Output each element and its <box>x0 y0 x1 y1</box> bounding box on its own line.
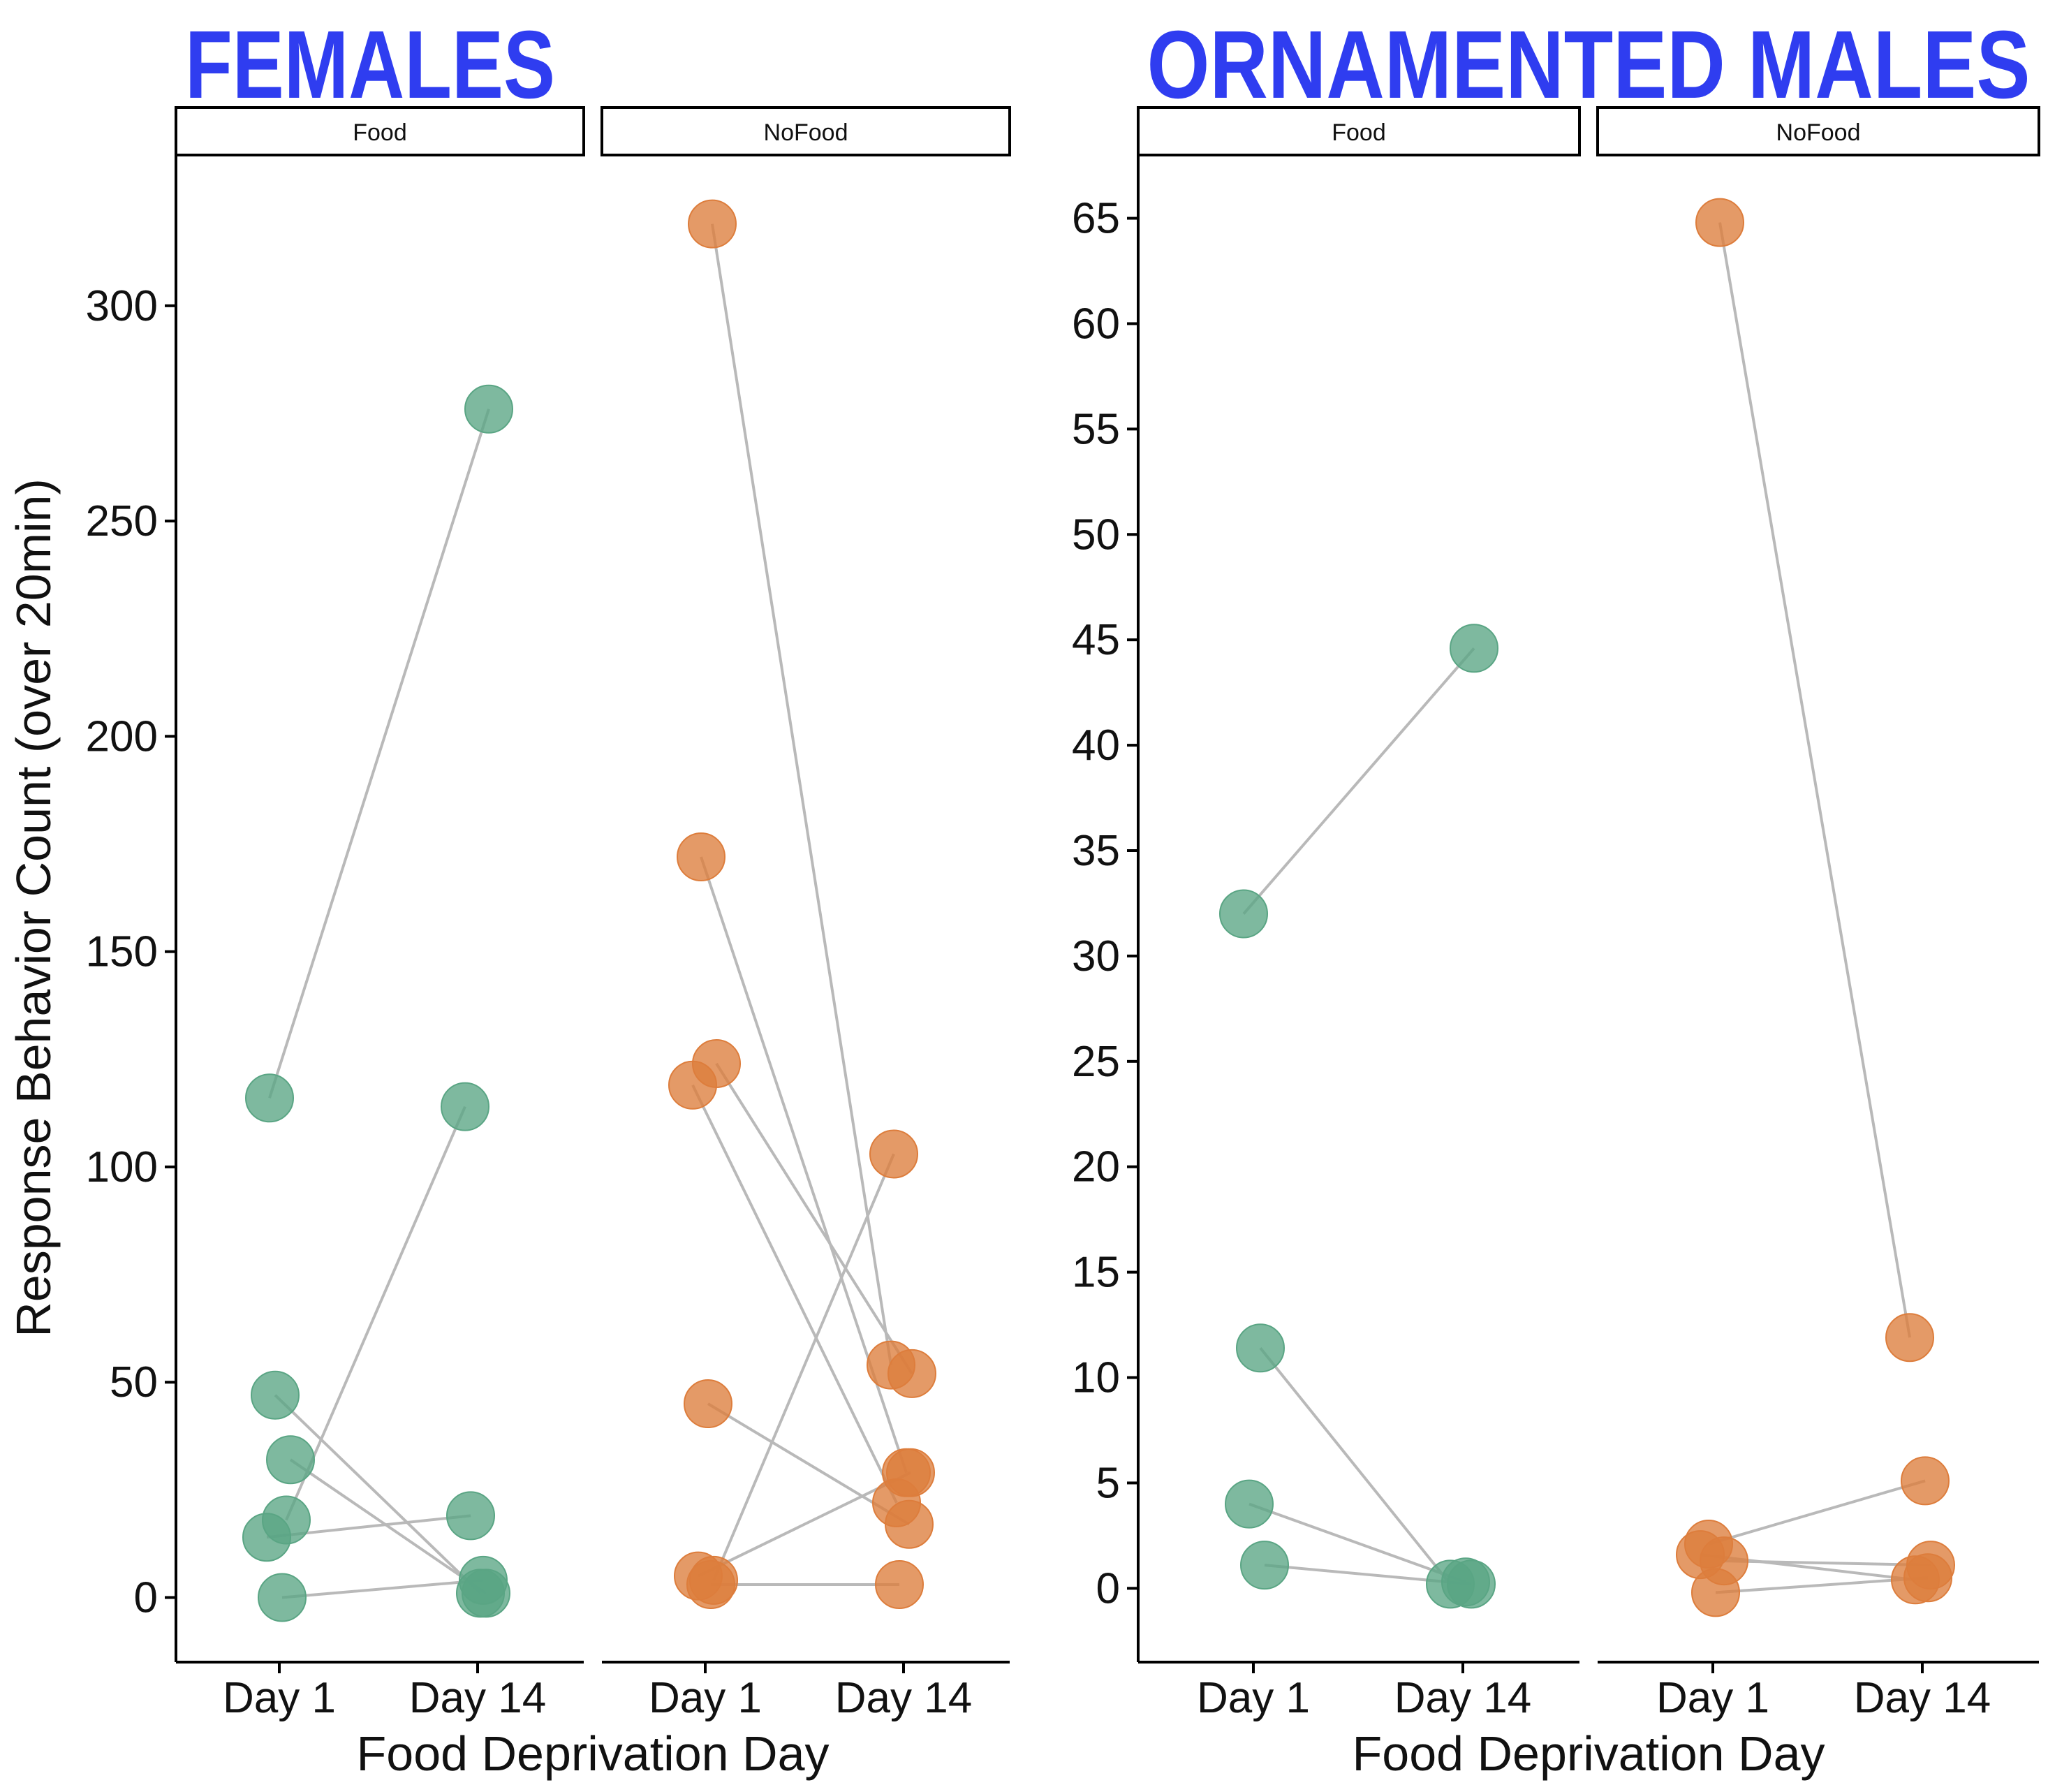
data-point <box>686 1560 735 1610</box>
y-tick-label: 60 <box>1072 300 1120 348</box>
y-tick-label: 45 <box>1072 616 1120 664</box>
y-tick-label: 50 <box>110 1358 158 1407</box>
data-point <box>869 1129 918 1179</box>
y-tick-label: 25 <box>1072 1038 1120 1086</box>
y-axis-title: Response Behavior Count (over 20min) <box>6 478 61 1337</box>
y-tick-label: 0 <box>1096 1564 1120 1613</box>
connector-line <box>1708 1479 1926 1545</box>
data-point <box>1225 1479 1274 1529</box>
y-tick-label: 200 <box>86 712 158 761</box>
x-tick-label: Day 14 <box>1394 1674 1531 1722</box>
y-tick-label: 10 <box>1072 1354 1120 1402</box>
strip-label: Food <box>1332 119 1386 146</box>
males-title: ORNAMENTED MALES <box>1147 11 2031 119</box>
connector-line <box>1248 1502 1466 1584</box>
data-point <box>245 1073 294 1123</box>
strip-females-nofood: NoFood <box>601 106 1011 156</box>
connector-line <box>281 1578 484 1599</box>
data-point <box>684 1379 732 1429</box>
data-point <box>875 1560 924 1610</box>
x-tick-label: Day 14 <box>409 1674 546 1722</box>
data-point <box>266 1435 315 1485</box>
y-tick-label: 5 <box>1096 1459 1120 1507</box>
data-point <box>887 1349 936 1398</box>
data-point <box>885 1499 934 1549</box>
y-tick-label: 300 <box>86 282 158 330</box>
data-point <box>1450 624 1498 673</box>
y-tick-label: 35 <box>1072 827 1120 875</box>
x-axis-title-males: Food Deprivation Day <box>1353 1726 1825 1781</box>
connector-line <box>691 1084 898 1504</box>
data-point <box>1219 889 1268 939</box>
females-y-ticks: 0 50 100 150 200 250 300 <box>86 282 176 1622</box>
connector-line <box>715 1062 913 1374</box>
data-point <box>1885 1313 1934 1363</box>
y-tick-label: 150 <box>86 928 158 976</box>
strip-females-food: Food <box>175 106 585 156</box>
x-axis-title-females: Food Deprivation Day <box>357 1726 830 1781</box>
connector-line <box>1718 222 1911 1338</box>
connector-line <box>285 1106 466 1521</box>
x-tick-label: Day 14 <box>1854 1674 1991 1722</box>
connector-line <box>1259 1347 1452 1585</box>
data-point <box>1691 1568 1740 1617</box>
males-y-ticks: 0 5 10 15 20 25 30 35 40 45 50 55 60 65 <box>1072 195 1138 1613</box>
data-point <box>242 1513 291 1562</box>
data-point <box>1447 1559 1496 1609</box>
data-point <box>1903 1553 1952 1603</box>
females-title: FEMALES <box>185 11 555 119</box>
connector-line <box>268 409 490 1099</box>
connector-line <box>712 1153 895 1581</box>
y-tick-label: 250 <box>86 497 158 545</box>
axis-lines <box>175 155 2039 1664</box>
connector-line <box>711 223 892 1365</box>
x-tick-label: Day 1 <box>1197 1674 1310 1722</box>
y-tick-label: 50 <box>1072 511 1120 559</box>
x-tick-label: Day 1 <box>649 1674 762 1722</box>
data-point <box>886 1448 935 1497</box>
data-point <box>459 1555 508 1605</box>
data-point <box>1695 198 1744 247</box>
data-point <box>668 1060 717 1110</box>
y-tick-label: 0 <box>134 1574 158 1622</box>
data-point <box>677 832 725 882</box>
data-point <box>251 1370 300 1420</box>
strip-label: NoFood <box>764 119 848 146</box>
connector-line <box>289 1458 487 1595</box>
data-point <box>441 1082 489 1131</box>
data-point <box>1240 1541 1289 1590</box>
data-point <box>464 384 513 434</box>
data-point <box>258 1573 307 1622</box>
strip-males-nofood: NoFood <box>1596 106 2040 156</box>
x-tick-label: Day 1 <box>1656 1674 1769 1722</box>
y-tick-label: 100 <box>86 1143 158 1191</box>
data-point <box>688 199 737 249</box>
data-point <box>1901 1456 1950 1506</box>
data-point <box>446 1491 495 1541</box>
connector-line <box>1242 647 1475 915</box>
data-points <box>242 198 1955 1622</box>
y-tick-label: 40 <box>1072 721 1120 770</box>
y-tick-label: 30 <box>1072 932 1120 981</box>
y-tick-label: 65 <box>1072 195 1120 243</box>
connector-line <box>698 1471 911 1578</box>
y-tick-label: 55 <box>1072 405 1120 453</box>
x-tick-label: Day 14 <box>835 1674 972 1722</box>
strip-males-food: Food <box>1137 106 1581 156</box>
strip-label: NoFood <box>1776 119 1861 146</box>
x-tick-label: Day 1 <box>223 1674 336 1722</box>
y-tick-label: 15 <box>1072 1249 1120 1297</box>
data-point <box>1236 1323 1285 1373</box>
y-tick-label: 20 <box>1072 1143 1120 1191</box>
x-tick-labels: Day 1 Day 14 Day 1 Day 14 Day 1 Day 14 D… <box>223 1662 1991 1722</box>
strip-label: Food <box>353 119 407 146</box>
connector-line <box>274 1394 482 1594</box>
